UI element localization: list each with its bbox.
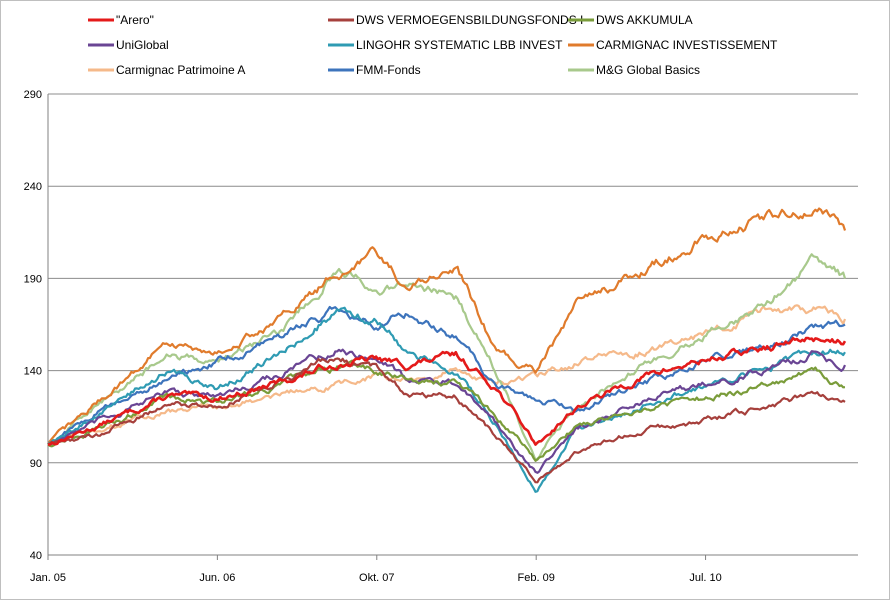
- legend-label: Carmignac Patrimoine A: [116, 63, 245, 77]
- axes: 40 90 140 190 240 290 Jan. 05 Jun. 06 Okt. 07 Feb…: [24, 89, 858, 584]
- y-tick-label: 190: [24, 273, 42, 285]
- x-tick-label: Okt. 07: [359, 572, 394, 584]
- legend-label: DWS AKKUMULA: [596, 13, 693, 27]
- y-tick-label: 90: [30, 458, 42, 470]
- y-tick-label: 290: [24, 89, 42, 101]
- series-line-8: [47, 253, 847, 462]
- series-line-5: [47, 207, 847, 445]
- y-tick-label: 240: [24, 181, 42, 193]
- legend-label: CARMIGNAC INVESTISSEMENT: [596, 38, 778, 52]
- series-line-6: [47, 304, 847, 446]
- y-tick-label: 40: [30, 550, 42, 562]
- series-line-1: [47, 357, 846, 484]
- legend-label: DWS VERMOEGENSBILDUNGSFONDS I: [356, 13, 583, 27]
- legend-label: LINGOHR SYSTEMATIC LBB INVEST: [356, 38, 563, 52]
- series-line-2: [47, 359, 846, 462]
- y-tick-label: 140: [24, 366, 42, 378]
- grid-lines: [48, 93, 858, 464]
- x-tick-label: Jan. 05: [30, 572, 66, 584]
- series-line-0: [47, 336, 847, 446]
- x-tick-label: Feb. 09: [518, 572, 555, 584]
- series-lines: [47, 207, 847, 493]
- x-tick-label: Jun. 06: [199, 572, 235, 584]
- legend-label: FMM-Fonds: [356, 63, 421, 77]
- legend-label: UniGlobal: [116, 38, 169, 52]
- legend-label: "Arero": [116, 13, 154, 27]
- legend: "Arero" DWS VERMOEGENSBILDUNGSFONDS I DWS …: [88, 13, 778, 77]
- legend-label: M&G Global Basics: [596, 63, 700, 77]
- x-tick-label: Jul. 10: [689, 572, 721, 584]
